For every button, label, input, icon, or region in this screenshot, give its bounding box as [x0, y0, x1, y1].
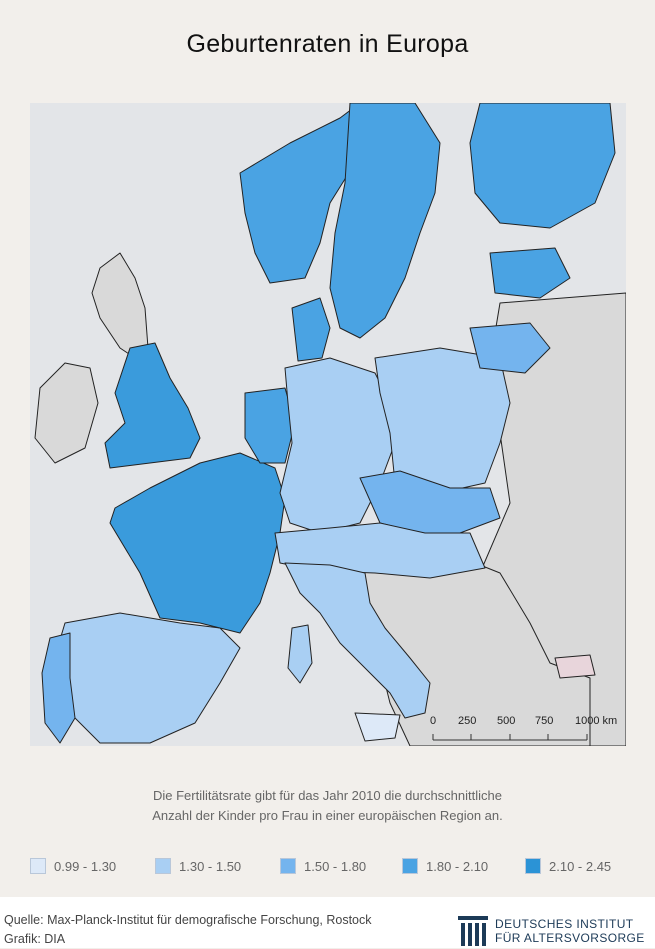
legend-item-4: 1.80 - 2.10: [402, 856, 488, 876]
map-title: Geburtenraten in Europa: [186, 30, 469, 58]
graphic-credit: Grafik: DIA: [4, 932, 66, 946]
source-text: Quelle: Max-Planck-Institut für demograf…: [4, 913, 372, 927]
legend-item-3: 1.50 - 1.80: [280, 856, 366, 876]
region-norway: [239, 103, 361, 284]
legend: 0.99 - 1.30 1.30 - 1.50 1.50 - 1.80 1.80…: [30, 856, 630, 876]
region-sweden: [329, 103, 441, 339]
legend-item-5: 2.10 - 2.45: [525, 856, 611, 876]
source-credit: Quelle: Max-Planck-Institut für demograf…: [4, 911, 372, 949]
scale-ticks: [432, 734, 588, 741]
logo-line-2: FÜR ALTERSVORSORGE: [495, 931, 645, 945]
legend-label-2: 1.30 - 1.50: [179, 858, 242, 874]
region-france: [109, 452, 286, 634]
scale-label-750: 750: [535, 715, 554, 727]
region-finland: [469, 103, 616, 229]
legend-item-2: 1.30 - 1.50: [155, 856, 241, 876]
region-ireland: [34, 362, 99, 464]
dia-logo-icon: [458, 916, 488, 946]
region-spain: [49, 612, 241, 744]
region-sardinia: [287, 624, 313, 684]
scale-label-500: 500: [497, 715, 516, 727]
region-sicily: [354, 712, 401, 742]
legend-swatch-5: [525, 858, 541, 874]
legend-swatch-4: [402, 858, 418, 874]
region-denmark: [291, 297, 331, 362]
region-lithuania: [469, 322, 551, 374]
logo-line-1: DEUTSCHES INSTITUT: [495, 917, 634, 931]
legend-label-1: 0.99 - 1.30: [54, 858, 117, 874]
scale-bar: 0 250 500 750 1000 km: [430, 715, 620, 745]
region-italy: [284, 562, 431, 719]
region-poland: [374, 347, 511, 494]
legend-item-1: 0.99 - 1.30: [30, 856, 116, 876]
legend-label-5: 2.10 - 2.45: [549, 858, 612, 874]
dia-logo: DEUTSCHES INSTITUT FÜR ALTERSVORSORGE: [458, 916, 652, 946]
legend-swatch-3: [280, 858, 296, 874]
scale-label-1000: 1000 km: [575, 715, 618, 727]
logo-text: DEUTSCHES INSTITUT FÜR ALTERSVORSORGE: [495, 917, 645, 945]
scale-label-250: 250: [458, 715, 477, 727]
map-canvas: [34, 103, 626, 746]
legend-label-4: 1.80 - 2.10: [426, 858, 489, 874]
footer: Quelle: Max-Planck-Institut für demograf…: [0, 897, 655, 948]
scale-label-0: 0: [430, 715, 437, 727]
legend-swatch-1: [30, 858, 46, 874]
map-description: Die Fertilitätsrate gibt für das Jahr 20…: [0, 786, 655, 826]
region-uk: [104, 342, 201, 469]
description-line-2: Anzahl der Kinder pro Frau in einer euro…: [152, 808, 503, 823]
region-portugal: [41, 632, 76, 744]
europe-map: 0 250 500 750 1000 km: [30, 103, 626, 746]
region-scotland: [91, 252, 149, 359]
legend-label-3: 1.50 - 1.80: [304, 858, 367, 874]
description-line-1: Die Fertilitätsrate gibt für das Jahr 20…: [152, 788, 502, 803]
region-benelux: [244, 387, 296, 464]
region-estonia-latvia: [489, 247, 571, 299]
region-turkey-edge: [554, 654, 596, 679]
legend-swatch-2: [155, 858, 171, 874]
